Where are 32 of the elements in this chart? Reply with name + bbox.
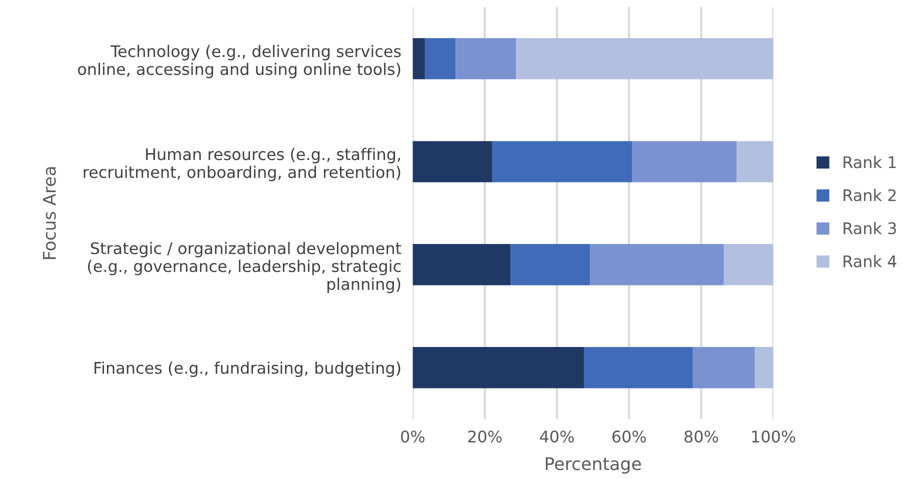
bar [590,244,724,286]
bar [516,38,774,80]
bar [632,141,737,182]
x-tick-label: 20% [468,430,502,443]
legend-label: Rank 1 [844,156,896,168]
legend-label: Rank 4 [844,254,896,268]
x-axis-title: Percentage [546,457,641,474]
x-tick-label: 80% [684,430,718,443]
bar [736,141,774,182]
bar [412,38,425,80]
y-tick-label: Human resources (e.g., staffing, recruitment, onboarding, and retention) [84,148,400,182]
bar [724,244,774,286]
legend-label: Rank 3 [844,222,896,234]
bar [584,347,693,388]
bar [412,244,511,286]
x-tick-label: 100% [752,430,796,443]
legend-label: Rank 2 [844,188,896,202]
y-tick-label: Technology (e.g., delivering services online, accessing and using online tools) [78,44,401,78]
bar [412,347,584,388]
y-axis-title: Focus Area [42,167,56,259]
bar [456,38,516,80]
bar [692,347,755,388]
x-tick-label: 0% [401,430,424,443]
bar [492,141,632,182]
y-tick-label: Strategic / organizational development (e.g., governance, leadership, strategic planning) [88,242,402,294]
bar [424,38,456,80]
bar [412,141,492,182]
bar [510,244,590,286]
y-tick-label: Finances (e.g., fundraising, budgeting) [94,362,400,378]
x-tick-label: 40% [540,430,574,443]
bar [754,347,774,388]
x-tick-label: 60% [612,430,646,443]
